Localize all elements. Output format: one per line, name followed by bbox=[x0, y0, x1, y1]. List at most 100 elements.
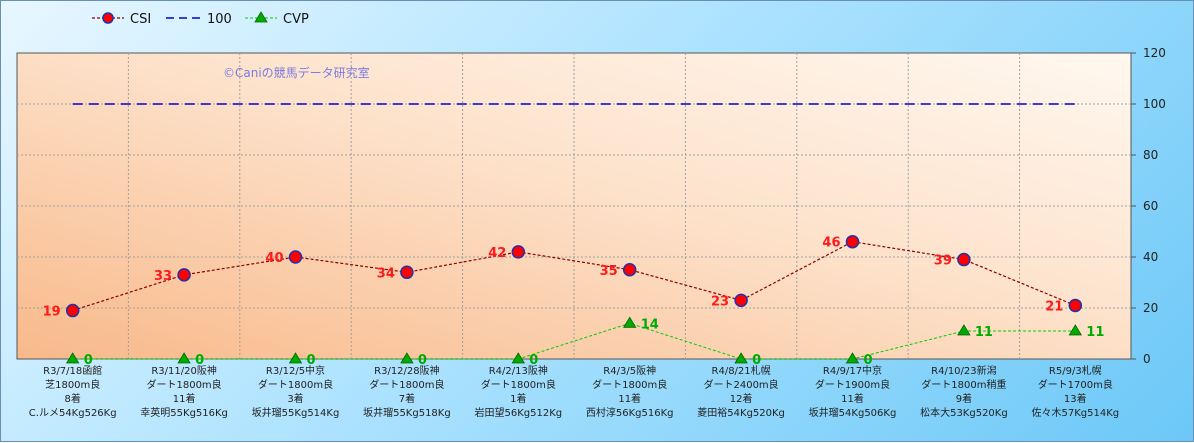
x-category-label: R4/9/17中京ダート1900m良 11着坂井瑠54Kg506Kg bbox=[809, 364, 897, 419]
x-category-line: 11着 bbox=[173, 392, 196, 405]
x-category-line: 菱田裕54Kg520Kg bbox=[697, 406, 785, 419]
x-category-line: ダート1800m良 bbox=[481, 378, 556, 391]
x-category-line: ダート2400m良 bbox=[703, 378, 778, 391]
legend: CSI 100 CVP bbox=[92, 11, 309, 27]
x-category-line: ダート1800m良 bbox=[592, 378, 667, 391]
x-category-line: 7着 bbox=[399, 392, 415, 405]
x-category-line: 坂井瑠55Kg518Kg bbox=[363, 406, 451, 419]
x-category-line: 佐々木57Kg514Kg bbox=[1031, 407, 1119, 419]
cvp-point bbox=[511, 352, 526, 364]
csi-data-label: 34 bbox=[377, 266, 395, 281]
y-tick-label: 100 bbox=[1143, 97, 1166, 111]
x-category-line: 西村淳56Kg516Kg bbox=[586, 406, 674, 419]
cvp-data-label: 14 bbox=[641, 317, 659, 332]
legend-cvp-marker bbox=[254, 11, 268, 23]
y-tick-label: 40 bbox=[1143, 250, 1158, 264]
csi-point bbox=[1068, 298, 1083, 313]
csi-data-label: 42 bbox=[488, 246, 506, 261]
cvp-data-label: 0 bbox=[864, 353, 873, 368]
x-category-line: 芝1800m良 bbox=[45, 378, 100, 391]
y-axis: 0 20 40 60 80 100 120 bbox=[1131, 46, 1166, 366]
csi-point bbox=[511, 245, 526, 259]
x-category-line: R4/8/21札幌 bbox=[712, 364, 771, 377]
csi-data-label: 33 bbox=[154, 269, 172, 284]
x-category-line: ダート1800m良 bbox=[369, 378, 444, 391]
cvp-point bbox=[734, 352, 748, 364]
x-category-label: R3/7/18函館芝1800m良 8着 C.ルメ54Kg526Kg bbox=[29, 364, 117, 419]
x-category-line: ダート1800m良 bbox=[258, 378, 333, 391]
csi-point bbox=[400, 265, 414, 280]
legend-csi-label: CSI bbox=[130, 12, 151, 27]
csi-point bbox=[65, 303, 80, 318]
csi-data-label: 35 bbox=[600, 264, 618, 279]
x-category-line: R4/3/5阪神 bbox=[603, 364, 656, 377]
csi-data-label: 46 bbox=[822, 236, 840, 251]
csi-data-label: 19 bbox=[43, 305, 61, 320]
cvp-data-label: 11 bbox=[975, 325, 993, 340]
csi-point bbox=[957, 252, 971, 267]
x-category-label: R5/9/3札幌ダート1700m良 13着佐々木57Kg514Kg bbox=[1031, 364, 1119, 419]
csi-point bbox=[734, 293, 748, 308]
csi-data-label: 21 bbox=[1045, 299, 1063, 314]
csi-point bbox=[845, 234, 860, 249]
cvp-point bbox=[957, 324, 971, 336]
cvp-point bbox=[400, 352, 414, 364]
cvp-point bbox=[288, 352, 303, 364]
x-category-line: ダート1800m良 bbox=[146, 378, 221, 391]
csi-data-label: 40 bbox=[265, 251, 283, 266]
x-category-line: 幸英明55Kg516Kg bbox=[140, 406, 228, 419]
series-csi-line bbox=[72, 241, 1076, 312]
cvp-data-label: 0 bbox=[307, 353, 316, 368]
cvp-data-label: 0 bbox=[418, 353, 427, 368]
cvp-point bbox=[177, 352, 191, 364]
x-category-line: 11着 bbox=[618, 392, 641, 405]
y-tick-label: 120 bbox=[1143, 46, 1166, 60]
legend-100-label: 100 bbox=[207, 12, 232, 27]
x-category-line: ダート1900m良 bbox=[815, 378, 890, 391]
x-category-line: 岩田望56Kg512Kg bbox=[474, 406, 562, 419]
x-category-line: 3着 bbox=[287, 392, 303, 405]
y-tick-label: 0 bbox=[1143, 352, 1151, 366]
x-category-line: R5/9/3札幌 bbox=[1049, 364, 1102, 377]
legend-cvp-label: CVP bbox=[283, 12, 309, 27]
x-category-line: R4/2/13阪神 bbox=[489, 364, 548, 377]
x-category-label: R3/12/5中京ダート1800m良 3着坂井瑠55Kg514Kg bbox=[252, 364, 340, 419]
x-category-line: R3/12/5中京 bbox=[266, 364, 325, 377]
cvp-point bbox=[622, 316, 637, 328]
cvp-point bbox=[845, 352, 860, 364]
x-category-line: 9着 bbox=[956, 392, 972, 405]
x-axis: R3/7/18函館芝1800m良 8着 C.ルメ54Kg526Kg R3/11/20阪… bbox=[29, 364, 1119, 419]
cvp-data-label: 0 bbox=[195, 353, 204, 368]
x-category-line: 1着 bbox=[510, 392, 526, 405]
x-category-label: R3/12/28阪神ダート1800m良 7着坂井瑠55Kg518Kg bbox=[363, 364, 451, 419]
series-cvp-line bbox=[72, 322, 1076, 360]
cvp-data-label: 0 bbox=[529, 353, 538, 368]
cvp-data-label: 0 bbox=[752, 353, 761, 368]
x-category-line: ダート1800m稍重 bbox=[921, 378, 1006, 391]
y-tick-label: 20 bbox=[1143, 301, 1158, 315]
x-category-label: R4/3/5阪神ダート1800m良 11着西村淳56Kg516Kg bbox=[586, 364, 674, 419]
y-tick-label: 80 bbox=[1143, 148, 1158, 162]
csi-point bbox=[622, 263, 637, 277]
cvp-point bbox=[1068, 324, 1083, 336]
watermark-text: ©Caniの競馬データ研究室 bbox=[223, 65, 370, 80]
x-category-line: 13着 bbox=[1064, 392, 1087, 405]
x-category-line: 松本大53Kg520Kg bbox=[920, 406, 1008, 419]
x-category-line: R3/7/18函館 bbox=[43, 364, 102, 377]
x-category-line: R4/9/17中京 bbox=[823, 364, 882, 377]
csi-data-label: 39 bbox=[934, 254, 952, 269]
y-tick-label: 60 bbox=[1143, 199, 1158, 213]
x-category-line: 11着 bbox=[841, 392, 864, 405]
cvp-data-label: 11 bbox=[1086, 325, 1104, 340]
x-category-label: R3/11/20阪神ダート1800m良 11着幸英明55Kg516Kg bbox=[140, 364, 228, 419]
x-category-line: R3/11/20阪神 bbox=[151, 364, 217, 377]
x-category-label: R4/10/23新潟ダート1800m稍重 9着松本大53Kg520Kg bbox=[920, 364, 1008, 419]
x-category-line: C.ルメ54Kg526Kg bbox=[29, 408, 117, 419]
x-category-line: 12着 bbox=[730, 392, 753, 405]
x-category-label: R4/8/21札幌ダート2400m良 12着菱田裕54Kg520Kg bbox=[697, 364, 785, 419]
x-category-line: 8着 bbox=[65, 392, 81, 405]
x-category-label: R4/2/13阪神ダート1800m良 1着岩田望56Kg512Kg bbox=[474, 364, 562, 419]
x-category-line: ダート1700m良 bbox=[1038, 378, 1113, 391]
